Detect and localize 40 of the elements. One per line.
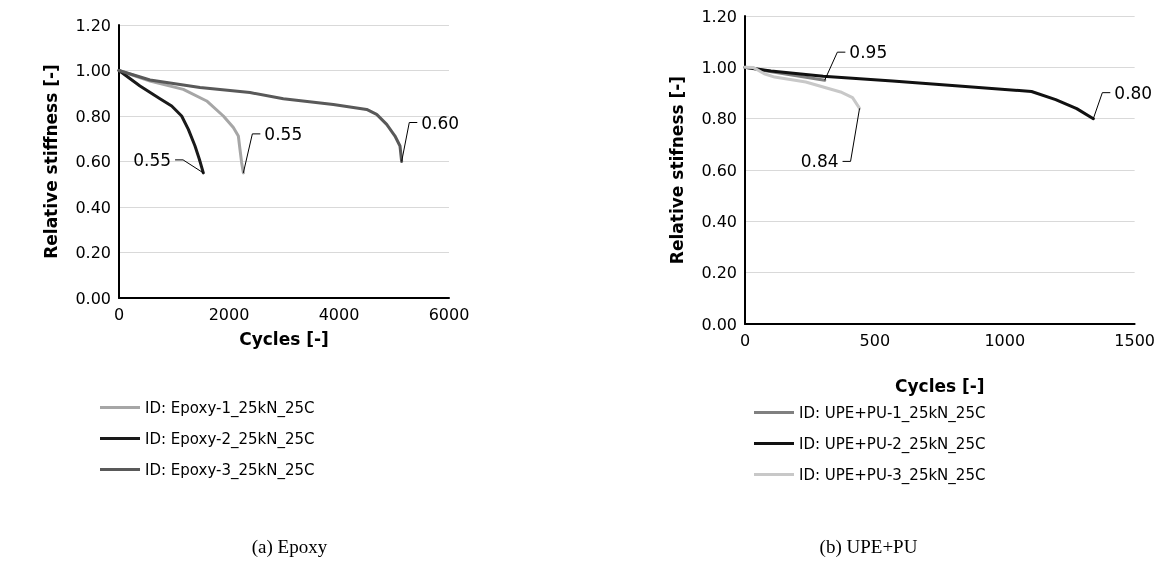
x-tick-label: 1500 xyxy=(1114,330,1155,350)
y-tick-label: 0.20 xyxy=(701,263,737,283)
x-axis-title: Cycles [-] xyxy=(895,375,985,396)
legend-label: ID: Epoxy-2_25kN_25C xyxy=(145,429,315,449)
x-tick-label: 1000 xyxy=(984,330,1026,350)
x-tick-label: 2000 xyxy=(208,304,250,324)
x-tick-label: 500 xyxy=(859,330,891,350)
y-tick-label: 1.00 xyxy=(701,57,737,77)
y-axis-title: Relative stifness [-] xyxy=(666,75,687,265)
x-tick-label: 0 xyxy=(113,304,125,324)
x-axis-title: Cycles [-] xyxy=(239,328,329,349)
legend-label: ID: Epoxy-1_25kN_25C xyxy=(145,398,315,418)
legend-label: ID: Epoxy-3_25kN_25C xyxy=(145,460,315,480)
y-tick-label: 0.40 xyxy=(75,197,111,217)
text: (a) Epoxy xyxy=(251,536,328,558)
y-axis-title: Relative stiffness [-] xyxy=(40,64,61,259)
y-tick-label: 0.60 xyxy=(701,160,737,180)
y-tick-label: 0.40 xyxy=(701,211,737,231)
y-tick-label: 1.00 xyxy=(75,61,111,80)
text: (b) UPE+PU xyxy=(819,536,918,558)
y-tick-label: 0.00 xyxy=(701,314,737,334)
annotation: 0.55 xyxy=(133,149,172,170)
x-tick-label: 4000 xyxy=(318,304,360,324)
annotation: 0.95 xyxy=(849,42,888,63)
y-tick-label: 0.80 xyxy=(75,106,111,126)
legend-label: ID: UPE+PU-3_25kN_25C xyxy=(799,465,986,485)
annotation: 0.60 xyxy=(421,112,460,133)
y-tick-label: 0.80 xyxy=(701,109,737,129)
annotation: 0.80 xyxy=(1114,82,1153,103)
x-tick-label: 6000 xyxy=(428,304,470,324)
annotation: 0.84 xyxy=(800,151,839,172)
legend-label: ID: UPE+PU-1_25kN_25C xyxy=(799,403,986,423)
y-tick-label: 0.00 xyxy=(75,288,111,308)
legend-label: ID: UPE+PU-2_25kN_25C xyxy=(799,434,986,454)
annotation: 0.55 xyxy=(264,123,303,144)
y-tick-label: 0.20 xyxy=(75,243,111,262)
x-tick-label: 0 xyxy=(739,330,751,350)
y-tick-label: 1.20 xyxy=(701,6,737,26)
y-tick-label: 0.60 xyxy=(75,152,111,171)
y-tick-label: 1.20 xyxy=(75,15,111,35)
